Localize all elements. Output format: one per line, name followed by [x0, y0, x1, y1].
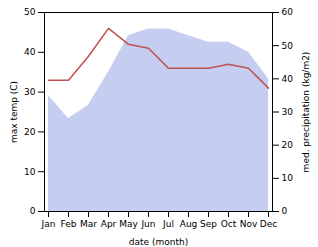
svg-text:Apr: Apr	[101, 219, 117, 229]
svg-text:0: 0	[30, 206, 36, 216]
svg-text:Feb: Feb	[61, 219, 77, 229]
svg-text:30: 30	[282, 107, 294, 117]
svg-text:Jul: Jul	[162, 219, 174, 229]
svg-text:Jun: Jun	[140, 219, 155, 229]
svg-text:Mar: Mar	[80, 219, 97, 229]
svg-text:30: 30	[24, 87, 36, 97]
svg-text:0: 0	[282, 206, 288, 216]
svg-text:Jan: Jan	[41, 219, 56, 229]
svg-text:max temp (C): max temp (C)	[9, 81, 19, 143]
svg-text:Oct: Oct	[221, 219, 237, 229]
svg-text:20: 20	[24, 127, 36, 137]
svg-text:Aug: Aug	[180, 219, 198, 229]
svg-text:Dec: Dec	[260, 219, 277, 229]
svg-text:Sep: Sep	[200, 219, 217, 229]
svg-text:40: 40	[282, 74, 294, 84]
svg-text:50: 50	[282, 41, 294, 51]
svg-text:10: 10	[24, 167, 36, 177]
svg-text:50: 50	[24, 7, 36, 17]
svg-text:Nov: Nov	[240, 219, 258, 229]
svg-text:May: May	[119, 219, 138, 229]
svg-text:date (month): date (month)	[129, 237, 188, 247]
svg-text:60: 60	[282, 7, 294, 17]
svg-text:40: 40	[24, 47, 36, 57]
svg-text:med. precipitation (kg/m2): med. precipitation (kg/m2)	[301, 52, 311, 173]
svg-text:20: 20	[282, 140, 294, 150]
svg-text:10: 10	[282, 173, 294, 183]
